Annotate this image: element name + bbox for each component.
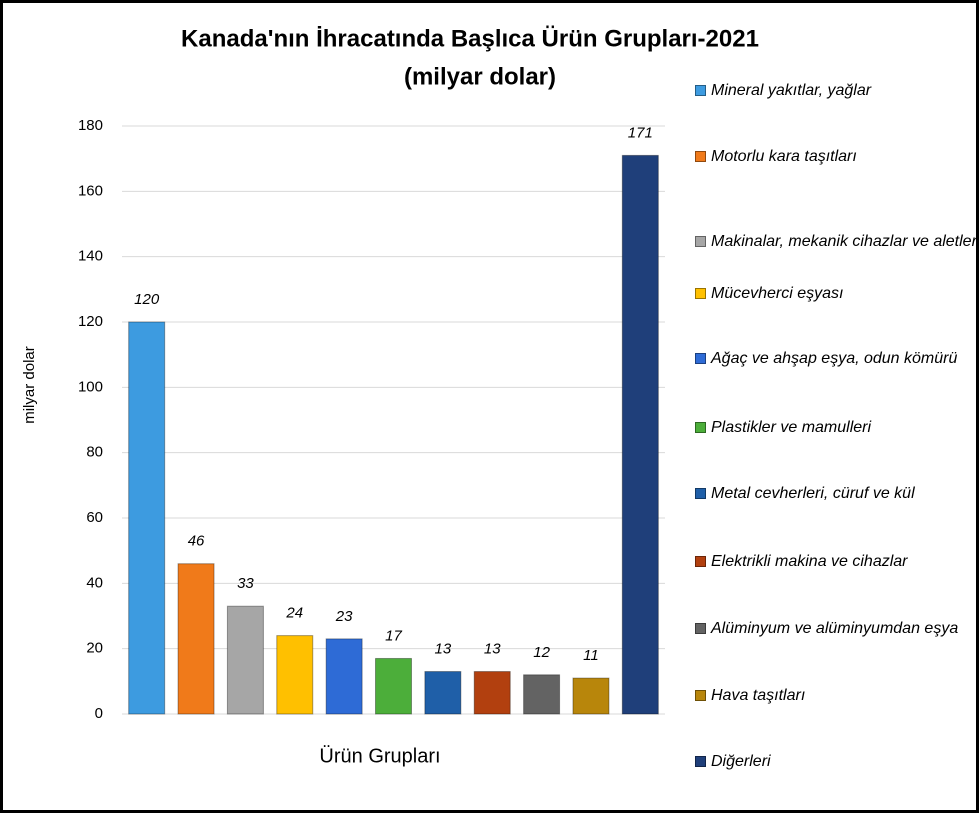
data-label: 11 <box>583 647 599 664</box>
legend-swatch <box>695 288 706 299</box>
x-axis-label: Ürün Grupları <box>319 745 440 767</box>
y-axis-label: milyar dolar <box>21 346 38 424</box>
legend-label: Mineral yakıtlar, yağlar <box>711 82 872 99</box>
data-label: 23 <box>335 608 353 625</box>
bar <box>523 674 561 715</box>
data-label: 46 <box>188 533 205 550</box>
bar <box>128 321 166 715</box>
legend-label: Makinalar, mekanik cihazlar ve aletler <box>711 233 977 250</box>
legend-label: Plastikler ve mamulleri <box>711 419 872 436</box>
bar <box>572 677 610 715</box>
legend-swatch <box>695 756 706 767</box>
legend-item: Ağaç ve ahşap eşya, odun kömürü <box>695 348 977 370</box>
chart-title: Kanada'nın İhracatında Başlıca Ürün Grup… <box>181 25 759 52</box>
y-tick-label: 100 <box>78 378 103 395</box>
legend-label: Motorlu kara taşıtları <box>711 148 857 165</box>
legend-item: Alüminyum ve alüminyumdan eşya <box>695 618 977 640</box>
y-tick-label: 140 <box>78 248 103 265</box>
legend-item: Mineral yakıtlar, yağlar <box>695 80 977 102</box>
legend-item: Mücevherci eşyası <box>695 283 977 305</box>
y-tick-label: 180 <box>78 117 103 134</box>
legend-item: Hava taşıtları <box>695 685 977 707</box>
legend-swatch <box>695 236 706 247</box>
legend-item: Diğerleri <box>695 751 977 773</box>
legend-item: Plastikler ve mamulleri <box>695 417 977 439</box>
legend-label: Mücevherci eşyası <box>711 285 844 302</box>
legend-item: Metal cevherleri, cüruf ve kül <box>695 483 977 505</box>
legend-label: Diğerleri <box>711 753 771 770</box>
legend-swatch <box>695 151 706 162</box>
data-label: 120 <box>134 291 160 308</box>
bar <box>424 671 462 715</box>
legend-item: Makinalar, mekanik cihazlar ve aletler <box>695 231 977 253</box>
legend-item: Motorlu kara taşıtları <box>695 146 977 168</box>
y-tick-label: 20 <box>86 640 103 657</box>
legend-item: Elektrikli makina ve cihazlar <box>695 551 977 573</box>
legend-swatch <box>695 422 706 433</box>
chart-subtitle: (milyar dolar) <box>404 63 556 90</box>
y-tick-label: 160 <box>78 182 103 199</box>
legend-swatch <box>695 690 706 701</box>
bar <box>621 154 659 715</box>
bar <box>276 635 314 715</box>
bar <box>325 638 363 715</box>
bar <box>473 671 511 715</box>
data-label: 171 <box>628 124 653 141</box>
legend-swatch <box>695 623 706 634</box>
y-tick-label: 0 <box>95 705 103 722</box>
legend-swatch <box>695 353 706 364</box>
legend-label: Hava taşıtları <box>711 687 806 704</box>
y-tick-label: 80 <box>86 444 103 461</box>
legend-label: Alüminyum ve alüminyumdan eşya <box>711 620 959 637</box>
legend-label: Metal cevherleri, cüruf ve kül <box>711 485 915 502</box>
y-tick-label: 120 <box>78 313 103 330</box>
legend-label: Ağaç ve ahşap eşya, odun kömürü <box>711 350 958 367</box>
legend-swatch <box>695 556 706 567</box>
bar <box>177 563 215 715</box>
legend-swatch <box>695 488 706 499</box>
bar <box>375 657 412 715</box>
data-label: 13 <box>435 641 452 658</box>
legend-label: Elektrikli makina ve cihazlar <box>711 553 908 570</box>
legend-swatch <box>695 85 706 96</box>
y-tick-label: 60 <box>86 509 103 526</box>
data-label: 17 <box>385 627 402 644</box>
y-tick-label: 40 <box>86 574 103 591</box>
data-label: 33 <box>237 575 254 592</box>
data-label: 13 <box>484 641 501 658</box>
data-label: 24 <box>285 605 303 622</box>
data-label: 12 <box>533 644 550 661</box>
bar <box>226 605 264 715</box>
